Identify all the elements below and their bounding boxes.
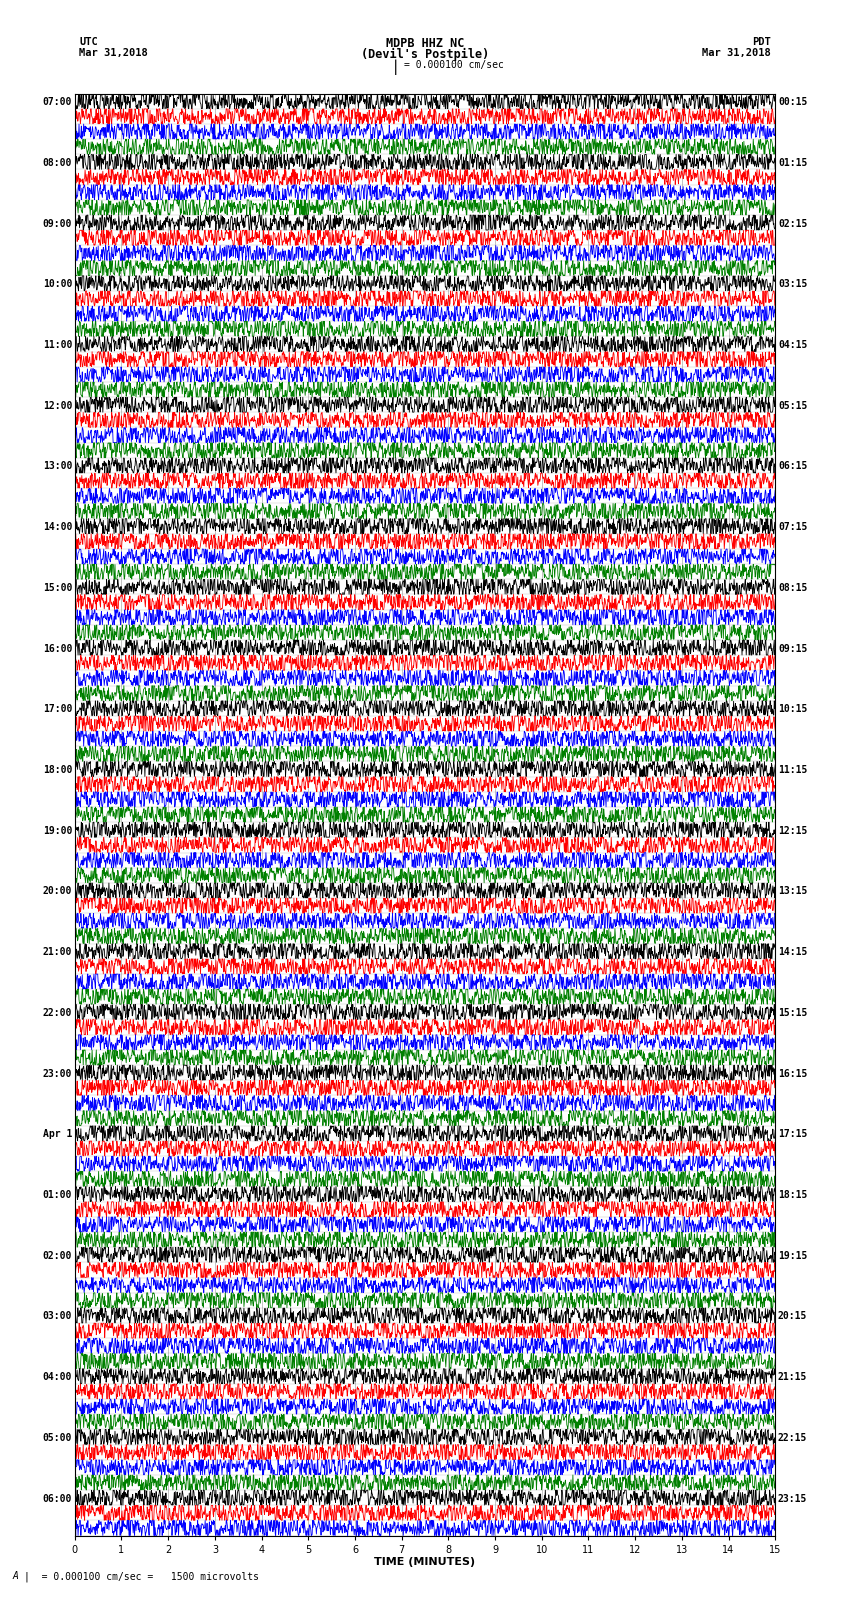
Text: MDPB HHZ NC: MDPB HHZ NC (386, 37, 464, 50)
Text: Mar 31,2018: Mar 31,2018 (702, 48, 771, 58)
Text: (Devil's Postpile): (Devil's Postpile) (361, 48, 489, 61)
Text: ⎮: ⎮ (392, 60, 399, 76)
X-axis label: TIME (MINUTES): TIME (MINUTES) (375, 1558, 475, 1568)
Text: = 0.000100 cm/sec: = 0.000100 cm/sec (404, 60, 503, 69)
Text: |  = 0.000100 cm/sec =   1500 microvolts: | = 0.000100 cm/sec = 1500 microvolts (24, 1571, 258, 1582)
Text: PDT: PDT (752, 37, 771, 47)
Text: Mar 31,2018: Mar 31,2018 (79, 48, 148, 58)
Text: UTC: UTC (79, 37, 98, 47)
Text: A: A (13, 1571, 19, 1581)
